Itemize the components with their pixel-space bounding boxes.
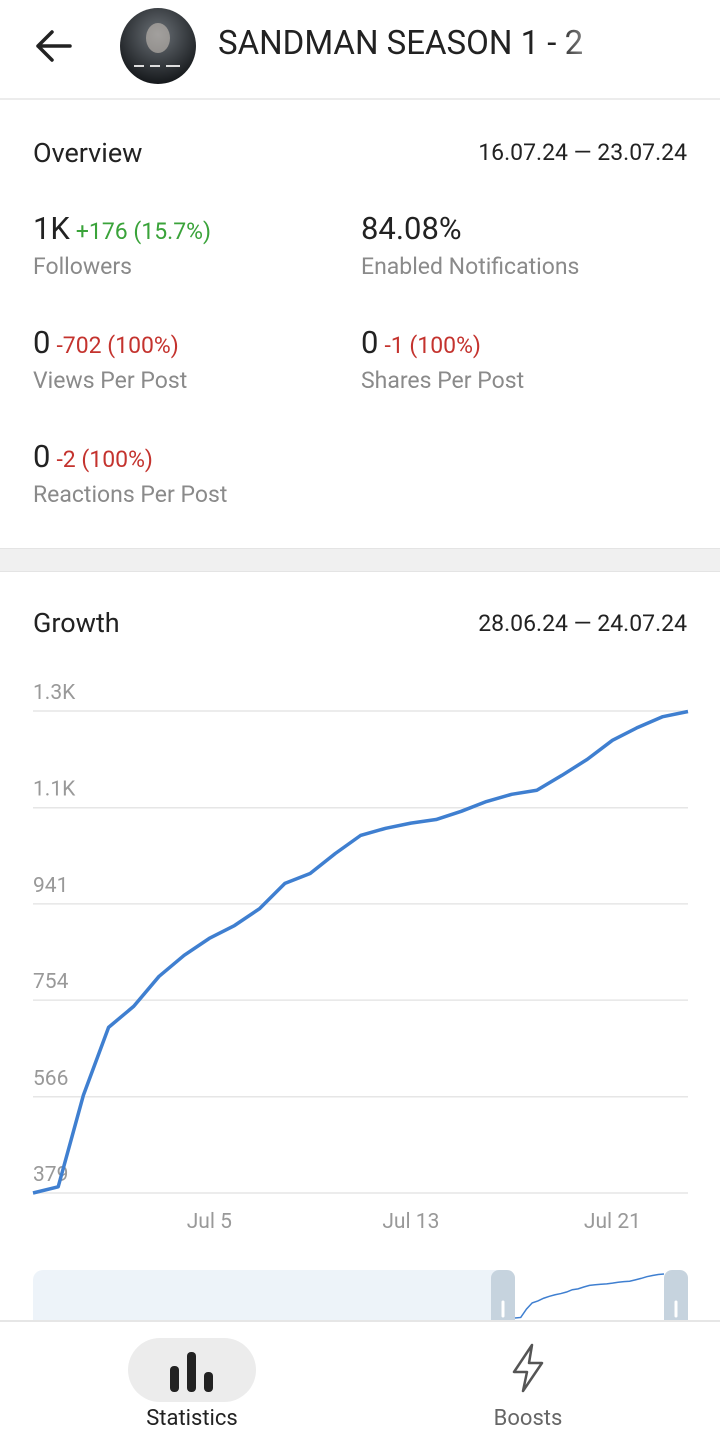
preview-handle: [664, 1270, 688, 1320]
stat: 84.08% Enabled Notifications: [361, 210, 579, 280]
channel-title: SANDMAN SEASON 1 - 2: [218, 24, 584, 63]
preview-handle: [491, 1270, 515, 1320]
date-range: 16.07.24 — 23.07.24: [478, 139, 687, 166]
y-tick-label: 941: [33, 874, 68, 898]
stat-label: Shares Per Post: [361, 367, 525, 394]
tab-label[interactable]: Statistics: [146, 1406, 238, 1431]
stat-value: 84.08%: [361, 210, 462, 247]
x-tick-label: Jul 21: [584, 1210, 641, 1234]
stat: 0 -2 (100%) Reactions Per Post: [33, 438, 227, 508]
stat: 0 -702 (100%) Views Per Post: [33, 324, 187, 394]
preview-line: [514, 1273, 665, 1319]
stat-value: 0: [33, 324, 51, 361]
bottom-nav: Statistics Boosts: [0, 1320, 720, 1448]
stat: 1K +176 (15.7%) Followers: [33, 210, 211, 280]
y-tick-label: 754: [33, 970, 69, 994]
stat-row: 1K +176 (15.7%): [33, 210, 211, 247]
stat-row: 0 -1 (100%): [361, 324, 524, 361]
separator: [0, 548, 720, 572]
stat-change: -702 (100%): [56, 332, 179, 359]
tab-label[interactable]: Boosts: [493, 1406, 563, 1431]
stat-change: -1 (100%): [384, 332, 481, 359]
stat-value: 0: [33, 438, 51, 475]
avatar[interactable]: [120, 8, 196, 84]
x-tick-label: Jul 13: [382, 1210, 439, 1234]
stat-label: Enabled Notifications: [361, 253, 580, 280]
y-tick-label: 566: [33, 1067, 68, 1091]
date-range: 28.06.24 — 24.07.24: [478, 610, 687, 637]
preview-inner: [515, 1274, 664, 1320]
stat-row: 0 -702 (100%): [33, 324, 187, 361]
stat-label: Views Per Post: [33, 367, 188, 394]
statistics-icon[interactable]: [168, 1348, 216, 1394]
stat-change: +176 (15.7%): [75, 218, 211, 245]
stat-value: 0: [361, 324, 379, 361]
stat-label: Followers: [33, 253, 133, 280]
y-tick-label: 1.1K: [33, 778, 76, 802]
section-title: Growth: [33, 607, 120, 639]
stat-row: 84.08%: [361, 210, 579, 247]
back-button[interactable]: [34, 26, 74, 66]
x-tick-label: Jul 5: [187, 1210, 232, 1234]
stat-row: 0 -2 (100%): [33, 438, 227, 475]
stat-label: Reactions Per Post: [33, 481, 228, 508]
y-tick-label: 1.3K: [33, 681, 76, 705]
line: [32, 709, 689, 1195]
header: SANDMAN SEASON 1 - 2: [0, 0, 720, 100]
boosts-icon[interactable]: [508, 1342, 548, 1394]
section-title: Overview: [33, 137, 143, 169]
stat: 0 -1 (100%) Shares Per Post: [361, 324, 524, 394]
stat-change: -2 (100%): [56, 446, 153, 473]
stat-value: 1K: [33, 210, 70, 247]
